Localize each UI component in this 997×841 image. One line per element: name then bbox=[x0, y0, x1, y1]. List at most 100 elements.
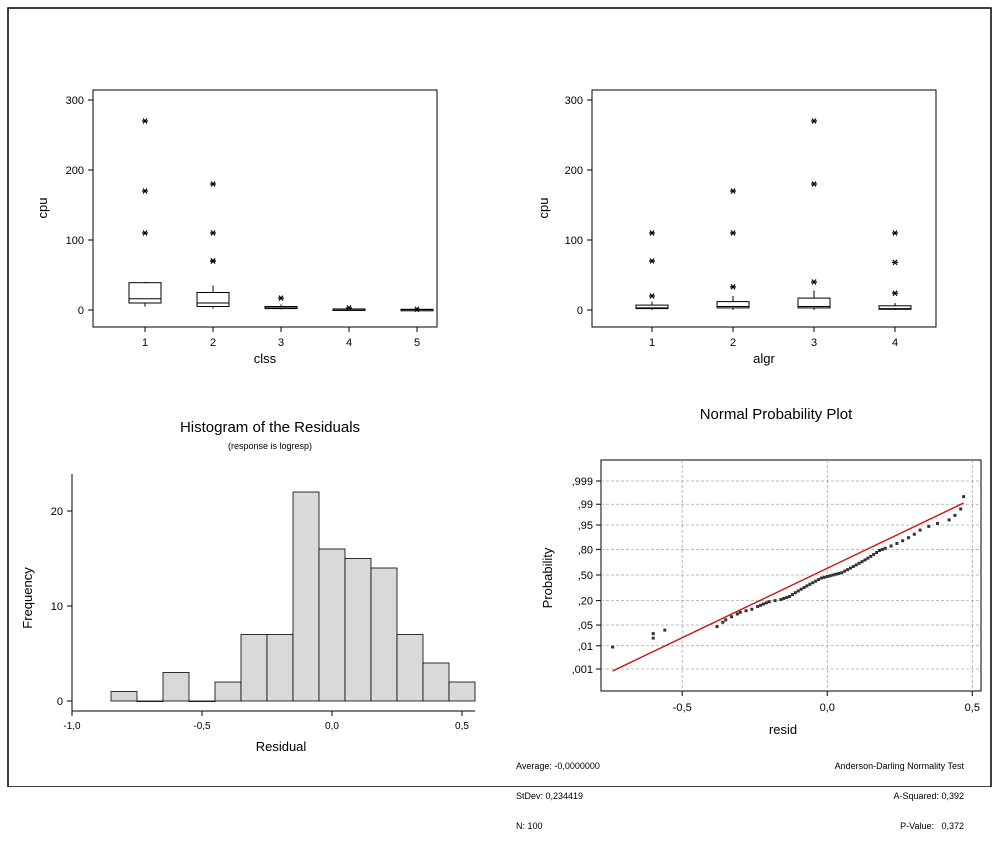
histogram-residuals: Histogram of the Residuals (response is … bbox=[20, 419, 476, 754]
outlier-mark bbox=[892, 290, 898, 297]
data-point bbox=[767, 600, 771, 604]
data-point bbox=[863, 558, 867, 562]
stats-right: Anderson-Darling Normality Test A-Square… bbox=[835, 741, 964, 841]
y-tick-label: 100 bbox=[66, 235, 84, 247]
x-tick-label: 0,0 bbox=[820, 702, 835, 714]
chart-title: Histogram of the Residuals bbox=[180, 419, 360, 436]
histogram-bar bbox=[344, 558, 372, 702]
data-point bbox=[959, 507, 963, 511]
y-axis-label: cpu bbox=[536, 198, 551, 219]
y-tick-label: 0 bbox=[78, 305, 84, 317]
histogram-bar bbox=[292, 491, 320, 702]
gridlines bbox=[601, 460, 981, 691]
outlier-mark bbox=[142, 230, 148, 236]
data-point bbox=[785, 595, 789, 599]
box bbox=[878, 305, 912, 310]
outlier-mark bbox=[210, 230, 216, 236]
y-tick-label: ,01 bbox=[578, 641, 593, 653]
y-tick-label: 300 bbox=[66, 95, 84, 107]
data-point bbox=[750, 607, 754, 611]
fit-line bbox=[612, 502, 964, 672]
x-ticks: 1 2 3 4 5 bbox=[142, 327, 420, 349]
data-point bbox=[796, 589, 800, 593]
outlier-mark bbox=[278, 295, 284, 301]
x-tick-label: -0,5 bbox=[673, 702, 692, 714]
data-point bbox=[819, 576, 823, 580]
data-point bbox=[724, 618, 728, 622]
outlier-mark bbox=[811, 118, 817, 124]
x-tick-label: 5 bbox=[414, 337, 420, 349]
outlier-mark bbox=[142, 188, 148, 194]
boxplot-clss: 0 100 200 300 1 2 3 4 5 clss cpu bbox=[35, 89, 438, 366]
x-tick-label: 0,0 bbox=[325, 721, 339, 732]
histogram-bar bbox=[370, 567, 398, 702]
histogram-bar bbox=[188, 700, 216, 702]
outer-frame bbox=[7, 7, 992, 787]
x-ticks: 1 2 3 4 bbox=[649, 327, 898, 349]
x-tick-label: -0,5 bbox=[193, 721, 211, 732]
box bbox=[128, 282, 162, 304]
data-point bbox=[793, 591, 797, 595]
outlier-mark bbox=[346, 305, 352, 311]
data-point bbox=[866, 556, 870, 560]
x-ticks: -1,0 -0,5 0,0 0,5 bbox=[63, 711, 469, 732]
data-point bbox=[738, 610, 742, 614]
data-point bbox=[834, 572, 838, 576]
data-point bbox=[721, 620, 725, 624]
x-tick-label: 0,5 bbox=[455, 721, 469, 732]
outlier-mark bbox=[811, 279, 817, 285]
x-tick-label: 1 bbox=[142, 337, 148, 349]
data-point bbox=[843, 569, 847, 573]
outlier-mark bbox=[649, 258, 655, 264]
y-ticks: 0 100 200 300 bbox=[66, 95, 93, 317]
data-point bbox=[880, 547, 884, 551]
box bbox=[716, 301, 750, 309]
histogram-bar bbox=[422, 662, 450, 702]
data-point bbox=[817, 578, 821, 582]
data-point bbox=[761, 602, 765, 606]
x-axis-label: Residual bbox=[256, 739, 307, 754]
y-tick-label: 10 bbox=[51, 601, 63, 613]
stats-left: Average: -0,0000000 StDev: 0,234419 N: 1… bbox=[516, 741, 600, 841]
data-point bbox=[822, 575, 826, 579]
y-tick-label: 20 bbox=[51, 506, 63, 518]
y-tick-label: 200 bbox=[66, 165, 84, 177]
data-point bbox=[857, 561, 861, 565]
data-point bbox=[848, 566, 852, 570]
x-tick-label: 4 bbox=[892, 337, 898, 349]
boxes bbox=[128, 118, 434, 313]
data-point bbox=[846, 568, 850, 572]
data-point bbox=[901, 539, 905, 543]
data-point bbox=[730, 615, 734, 619]
outlier-mark bbox=[142, 118, 148, 124]
histogram-bar bbox=[240, 634, 268, 702]
data-point bbox=[802, 586, 806, 590]
data-point bbox=[840, 571, 844, 575]
data-point bbox=[927, 524, 931, 528]
boxes bbox=[635, 118, 912, 310]
y-tick-label: ,95 bbox=[578, 520, 593, 532]
boxplot-algr: 0 100 200 300 1 2 3 4 algr cpu bbox=[536, 89, 937, 366]
data-point bbox=[906, 536, 910, 540]
stat-stdev: StDev: 0,234419 bbox=[516, 791, 584, 801]
stat-a-squared: A-Squared: 0,392 bbox=[893, 791, 964, 801]
stat-n: N: 100 bbox=[516, 821, 543, 831]
chart-title: Normal Probability Plot bbox=[700, 406, 853, 423]
x-axis-label: algr bbox=[753, 351, 775, 366]
y-ticks: ,001 ,01 ,05 ,20 ,50 ,80 ,95 ,99 ,999 bbox=[572, 476, 601, 676]
data-point bbox=[756, 605, 760, 609]
data-point bbox=[918, 528, 922, 532]
x-axis-label: clss bbox=[254, 351, 277, 366]
data-point bbox=[947, 518, 951, 522]
y-tick-label: ,001 bbox=[572, 664, 593, 676]
y-axis-label: Frequency bbox=[20, 567, 35, 629]
data-point bbox=[663, 628, 667, 632]
data-point bbox=[744, 609, 748, 613]
data-point bbox=[912, 532, 916, 536]
x-tick-label: 3 bbox=[811, 337, 817, 349]
data-point bbox=[877, 548, 881, 552]
normal-probability-plot: Normal Probability Plot ,001 ,01 ,05 ,20 ,50… bbox=[540, 406, 982, 737]
data-point bbox=[895, 541, 899, 545]
data-point bbox=[860, 560, 864, 564]
